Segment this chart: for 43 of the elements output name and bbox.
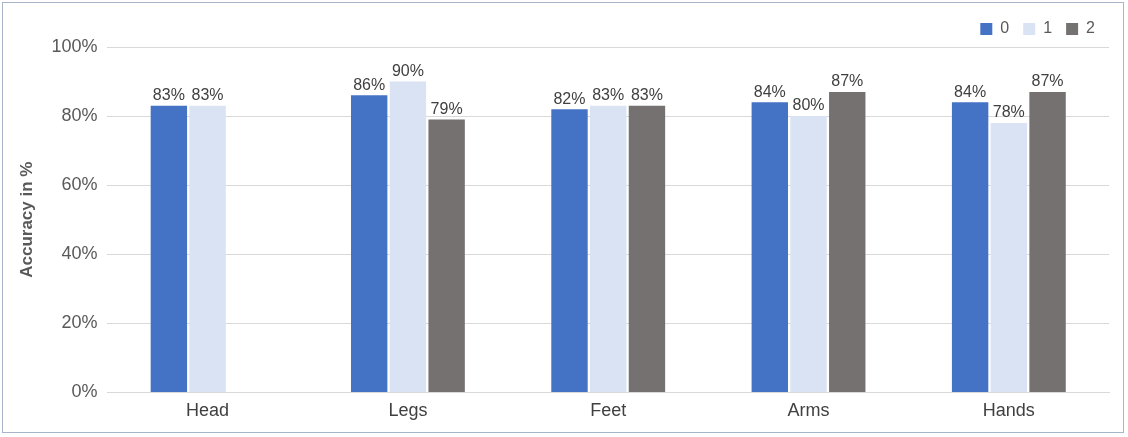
data-label: 83%: [592, 86, 625, 104]
bar: [751, 102, 789, 392]
data-label: 83%: [191, 86, 224, 104]
x-tick-label: Legs: [388, 400, 428, 421]
data-label: 82%: [553, 89, 586, 107]
bar: [551, 109, 588, 392]
legend-label: 2: [1086, 19, 1096, 37]
y-tick-label: 40%: [61, 243, 98, 264]
y-tick-label: 0%: [71, 381, 98, 402]
bar: [350, 95, 388, 392]
x-tick-label: Feet: [590, 400, 627, 421]
x-tick-label: Head: [186, 400, 230, 421]
x-tick-label: Hands: [982, 400, 1035, 421]
data-label: 78%: [992, 103, 1025, 121]
y-tick-label: 60%: [61, 174, 98, 195]
y-tick-label: 100%: [51, 35, 98, 56]
bar: [790, 116, 827, 392]
data-label: 79%: [430, 99, 463, 117]
legend-label: 0: [1000, 19, 1010, 37]
data-label: 90%: [391, 61, 424, 79]
bar: [1029, 91, 1066, 392]
data-label: 84%: [954, 82, 987, 100]
bar: [590, 105, 627, 392]
data-label: 87%: [831, 72, 864, 90]
bar: [150, 105, 188, 392]
legend-label: 1: [1043, 19, 1053, 37]
data-label: 83%: [630, 86, 663, 104]
bar: [990, 122, 1028, 392]
data-label: 86%: [353, 75, 386, 93]
bar: [628, 105, 666, 392]
data-label: 84%: [753, 82, 786, 100]
y-axis-title: Accuracy in %: [16, 161, 36, 278]
y-tick-label: 20%: [61, 312, 98, 333]
data-label: 87%: [1031, 72, 1064, 90]
bar: [428, 119, 465, 392]
bar: [951, 102, 989, 392]
bar: [389, 81, 427, 392]
data-label: 83%: [152, 86, 185, 104]
x-tick-label: Arms: [787, 400, 830, 421]
bar: [829, 91, 866, 392]
data-label: 80%: [792, 96, 825, 114]
bar: [189, 105, 226, 392]
y-tick-label: 80%: [61, 105, 98, 126]
